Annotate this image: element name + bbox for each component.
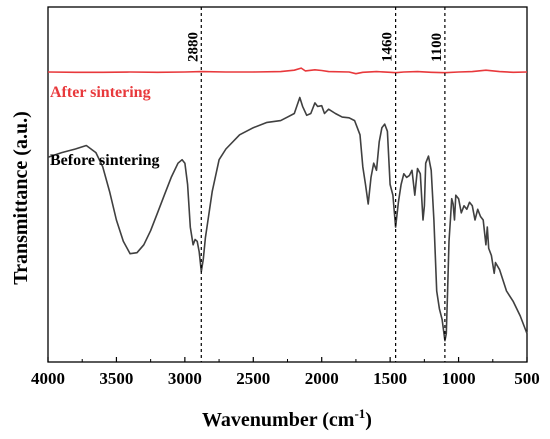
x-axis-title-superscript: -1: [354, 406, 365, 421]
annotation-label-1460: 1460: [380, 32, 396, 62]
x-tick-label: 3000: [168, 369, 202, 388]
x-tick-label: 3500: [99, 369, 133, 388]
series-line-before-sintering: [47, 96, 528, 342]
x-tick-label: 1000: [442, 369, 476, 388]
series-line-after-sintering: [47, 67, 528, 75]
series-label-before-sintering: Before sintering: [50, 152, 159, 169]
x-tick-label: 500: [514, 369, 540, 388]
x-tick-label: 2500: [236, 369, 270, 388]
x-tick-label: 4000: [31, 369, 65, 388]
x-tick-label: 2000: [305, 369, 339, 388]
y-axis-title: Transmittance (a.u.): [10, 111, 32, 285]
plot-area-frame: [47, 6, 528, 363]
x-tick-label: 1500: [373, 369, 407, 388]
annotation-label-2880: 2880: [185, 32, 201, 62]
annotation-label-1100: 1100: [429, 33, 445, 62]
x-axis-title: Wavenumber (cm-1): [202, 406, 372, 431]
series-label-after-sintering: After sintering: [50, 84, 151, 101]
